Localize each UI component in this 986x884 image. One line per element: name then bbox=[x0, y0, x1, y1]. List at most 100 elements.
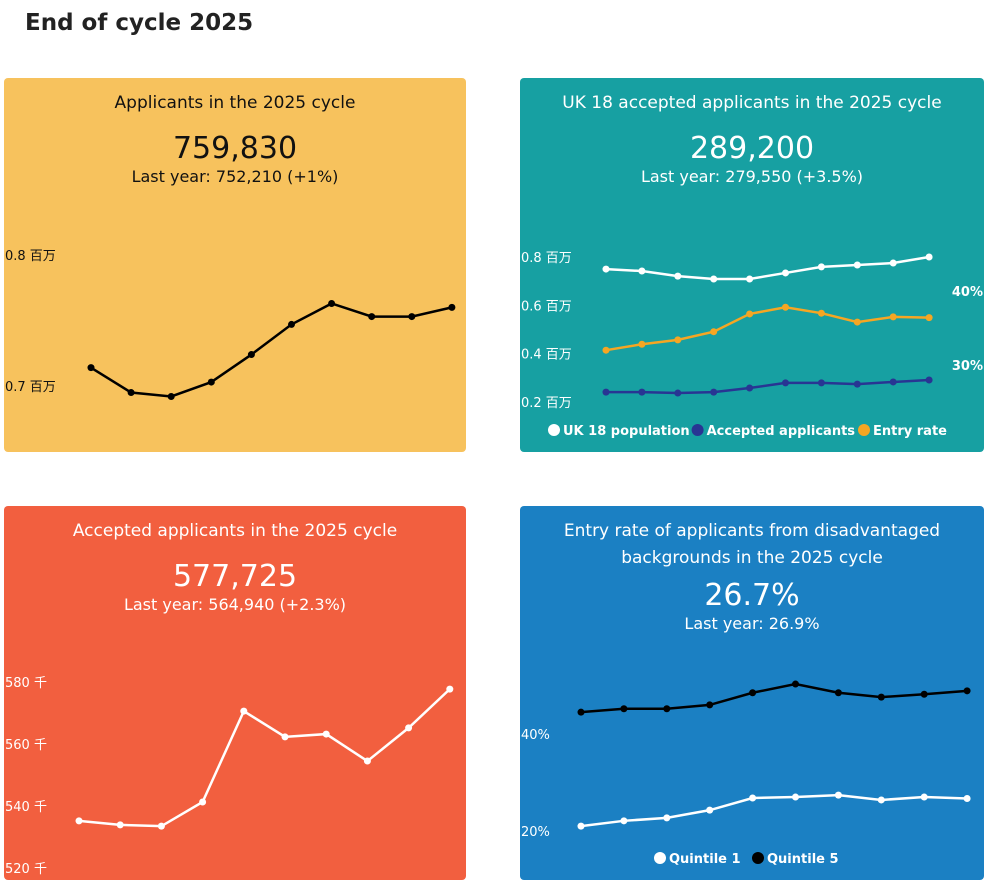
data-point bbox=[817, 309, 825, 317]
uk18-card: 0.2 百万 0.4 百万 0.6 百万 0.8 百万 30% 40% UK 18 popu… bbox=[520, 78, 984, 452]
data-point bbox=[638, 267, 646, 275]
data-point bbox=[674, 336, 682, 344]
card-value: 289,200 bbox=[689, 131, 815, 166]
data-point bbox=[746, 275, 754, 283]
applicants-chart: 0.7 百万 0.8 百万 bbox=[5, 249, 456, 400]
data-point bbox=[749, 794, 757, 802]
y-tick-label: 580 千 bbox=[5, 676, 47, 691]
legend-label: Quintile 1 bbox=[669, 852, 741, 867]
data-point bbox=[602, 388, 610, 396]
legend-marker bbox=[691, 424, 704, 436]
data-point bbox=[602, 346, 610, 354]
data-point bbox=[240, 707, 248, 715]
data-point bbox=[853, 318, 861, 326]
data-point bbox=[127, 389, 135, 397]
disadvantaged-chart: 20% 40% Quintile 1 Quintile 5 bbox=[521, 680, 971, 867]
legend-label: Accepted applicants bbox=[707, 424, 856, 439]
y-tick-label: 20% bbox=[521, 825, 550, 840]
series-line bbox=[606, 378, 930, 395]
y2-tick-label: 30% bbox=[952, 359, 983, 374]
data-point bbox=[207, 378, 215, 386]
y-tick-label: 0.7 百万 bbox=[5, 380, 56, 395]
data-point bbox=[889, 313, 897, 321]
legend-label: UK 18 population bbox=[563, 424, 690, 439]
series-line bbox=[78, 688, 451, 828]
card-value: 577,725 bbox=[172, 559, 298, 594]
card-value: 759,830 bbox=[172, 131, 298, 166]
accepted-card: 520 千 540 千 560 千 580 千 Accepted applicants… bbox=[4, 506, 466, 880]
data-point bbox=[925, 376, 933, 384]
data-point bbox=[638, 340, 646, 348]
data-point bbox=[877, 796, 885, 804]
data-point bbox=[925, 314, 933, 322]
y-tick-label: 0.8 百万 bbox=[521, 251, 572, 266]
series-line bbox=[605, 255, 930, 281]
data-point bbox=[663, 705, 671, 713]
data-point bbox=[782, 303, 789, 311]
card-last-year: Last year: 26.9% bbox=[684, 614, 820, 633]
series-line bbox=[580, 793, 968, 828]
y-tick-label: 0.2 百万 bbox=[521, 396, 572, 411]
series-line bbox=[580, 682, 968, 714]
card-last-year: Last year: 564,940 (+2.3%) bbox=[123, 595, 347, 614]
data-point bbox=[116, 821, 124, 829]
data-point bbox=[199, 798, 207, 806]
data-point bbox=[663, 814, 671, 822]
data-point bbox=[963, 795, 971, 803]
applicants-card: 0.7 百万 0.8 百万 Applicants in the 2025 cycl… bbox=[4, 78, 466, 452]
data-point bbox=[674, 389, 682, 397]
data-point bbox=[710, 388, 718, 396]
data-point bbox=[782, 379, 789, 387]
card-title: UK 18 accepted applicants in the 2025 cy… bbox=[562, 93, 942, 113]
legend-marker bbox=[548, 424, 560, 436]
data-point bbox=[363, 757, 371, 765]
data-point bbox=[706, 806, 714, 814]
data-point bbox=[746, 384, 754, 392]
data-point bbox=[368, 313, 376, 321]
accepted-chart: 520 千 540 千 560 千 580 千 bbox=[5, 676, 454, 877]
y-tick-label: 40% bbox=[521, 728, 550, 743]
data-point bbox=[322, 730, 330, 738]
legend-label: Entry rate bbox=[873, 424, 947, 439]
data-point bbox=[281, 733, 289, 741]
data-point bbox=[620, 705, 628, 713]
data-point bbox=[889, 378, 897, 386]
card-title: Accepted applicants in the 2025 cycle bbox=[72, 521, 398, 541]
data-point bbox=[706, 701, 714, 709]
y-tick-label: 0.8 百万 bbox=[5, 249, 56, 264]
data-point bbox=[749, 689, 757, 697]
data-point bbox=[446, 685, 454, 693]
data-point bbox=[87, 364, 95, 372]
card-title: Entry rate of applicants from disadvanta… bbox=[563, 521, 941, 568]
card-value: 26.7% bbox=[704, 578, 800, 613]
data-point bbox=[853, 261, 861, 269]
data-point bbox=[157, 822, 165, 830]
legend-marker bbox=[654, 852, 666, 864]
data-point bbox=[408, 313, 416, 321]
data-point bbox=[577, 708, 585, 716]
data-point bbox=[577, 822, 585, 830]
data-point bbox=[792, 680, 799, 688]
data-point bbox=[782, 269, 789, 277]
data-point bbox=[638, 388, 646, 396]
data-point bbox=[963, 687, 971, 695]
y-tick-label: 540 千 bbox=[5, 800, 47, 815]
legend-marker bbox=[752, 852, 764, 864]
data-point bbox=[75, 817, 83, 825]
data-point bbox=[792, 793, 799, 801]
card-title: Applicants in the 2025 cycle bbox=[114, 93, 356, 113]
y-tick-label: 0.6 百万 bbox=[521, 299, 572, 314]
data-point bbox=[288, 320, 295, 328]
uk18-chart: 0.2 百万 0.4 百万 0.6 百万 0.8 百万 30% 40% UK 18 popu… bbox=[521, 251, 983, 439]
legend-label: Quintile 5 bbox=[767, 852, 839, 867]
card-last-year: Last year: 752,210 (+1%) bbox=[131, 167, 339, 186]
data-point bbox=[920, 690, 928, 698]
data-point bbox=[674, 272, 682, 280]
y-tick-label: 520 千 bbox=[5, 862, 47, 877]
data-point bbox=[602, 265, 610, 273]
y-tick-label: 560 千 bbox=[5, 738, 47, 753]
data-point bbox=[889, 259, 897, 267]
data-point bbox=[817, 263, 825, 271]
data-point bbox=[834, 791, 842, 799]
data-point bbox=[920, 793, 928, 801]
